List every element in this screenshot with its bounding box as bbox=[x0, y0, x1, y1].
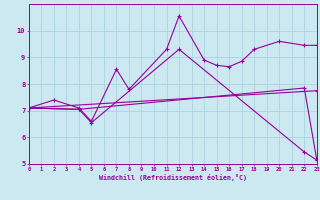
X-axis label: Windchill (Refroidissement éolien,°C): Windchill (Refroidissement éolien,°C) bbox=[99, 174, 247, 181]
